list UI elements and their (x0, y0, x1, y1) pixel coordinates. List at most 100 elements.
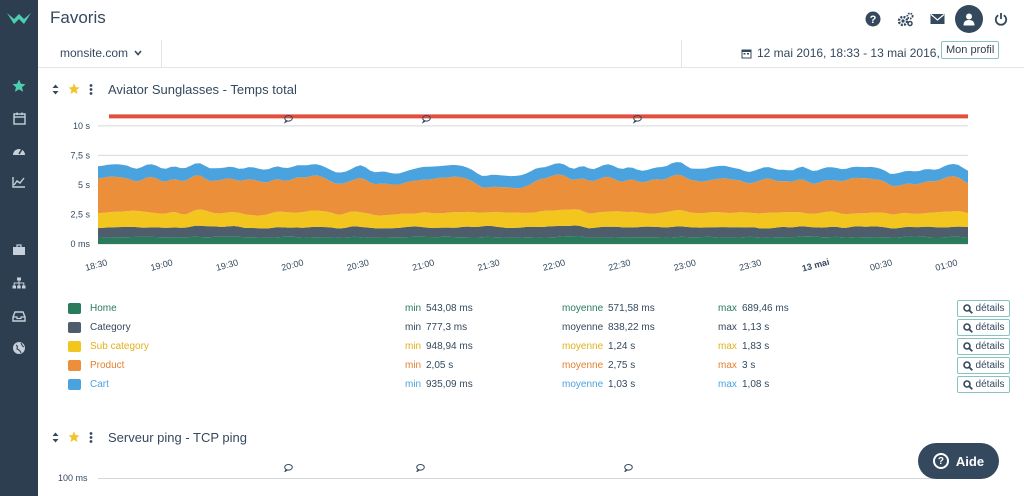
calendar-icon (12, 112, 26, 125)
globe-icon (13, 342, 25, 354)
sidebar-item-charts[interactable] (9, 173, 29, 191)
series-name[interactable]: Sub category (90, 341, 149, 352)
details-button[interactable]: détails (957, 319, 1010, 336)
site-select[interactable]: monsite.com (60, 46, 142, 60)
min-value: 777,3 ms (426, 322, 468, 333)
area-cart (98, 162, 968, 189)
x-tick-label: 00:30 (869, 257, 893, 272)
min-value: 935,09 ms (426, 379, 473, 390)
annotation-icon[interactable] (284, 464, 293, 472)
sidebar-item-globe[interactable] (9, 339, 29, 357)
details-button[interactable]: détails (957, 300, 1010, 317)
series-name[interactable]: Category (90, 322, 131, 333)
help-chat-button[interactable]: ? Aide (918, 443, 999, 479)
star-icon[interactable] (68, 83, 80, 95)
details-button[interactable]: détails (957, 357, 1010, 374)
calendar-icon (741, 49, 752, 58)
site-select-value: monsite.com (60, 46, 129, 60)
sidebar-item-sitemap[interactable] (9, 274, 29, 292)
menu-dots-icon[interactable] (89, 431, 93, 443)
mean-value: 1,24 s (608, 341, 636, 352)
x-tick-label: 23:30 (738, 257, 762, 272)
max-value: 1,08 s (742, 379, 770, 390)
min-value: 948,94 ms (426, 341, 473, 352)
date-range-picker[interactable]: 12 mai 2016, 18:33 - 13 mai 2016, 1:2 (741, 46, 984, 60)
details-label: détails (975, 322, 1005, 333)
sidebar-item-briefcase[interactable] (9, 241, 29, 259)
power-icon (994, 13, 1008, 26)
profile-tooltip: Mon profil (941, 41, 1000, 59)
x-tick-label: 20:00 (280, 257, 304, 272)
min-label: min (405, 379, 422, 390)
legend-swatch (68, 360, 81, 371)
user-icon (963, 13, 975, 25)
x-tick-label: 21:30 (476, 257, 500, 272)
chevron-down-icon (134, 50, 142, 56)
briefcase-icon (13, 244, 25, 255)
annotation-icon[interactable] (624, 464, 633, 472)
response-time-chart: 0 ms 2,5 s 5 s 7,5 s 10 s 18:30 19:00 19:30 20:0… (52, 104, 982, 290)
help-button[interactable]: ? (864, 10, 882, 28)
zoom-icon (962, 360, 973, 371)
details-label: détails (975, 341, 1005, 352)
logout-button[interactable] (992, 10, 1010, 28)
sidebar (0, 0, 38, 496)
top-bar: Favoris ? (38, 0, 1024, 40)
details-label: détails (975, 360, 1005, 371)
y-tick-label: 7,5 s (70, 150, 90, 160)
zoom-icon (962, 303, 973, 314)
mail-button[interactable] (928, 10, 946, 28)
star-icon (12, 79, 26, 92)
annotation-icon[interactable] (283, 115, 293, 124)
filter-bar: monsite.com 12 mai 2016, 18:33 - 13 mai … (38, 40, 1024, 68)
chart-icon (12, 177, 25, 188)
legend-row: Category min 777,3 ms moyenne 838,22 ms max 1,… (68, 319, 1010, 337)
help-icon: ? (865, 11, 881, 27)
sidebar-item-favorites[interactable] (9, 77, 29, 95)
legend-swatch (68, 303, 81, 314)
y-tick-label: 2,5 s (70, 209, 90, 219)
max-label: max (718, 379, 737, 390)
sort-icon[interactable] (52, 432, 59, 443)
sidebar-item-dashboard[interactable] (9, 141, 29, 159)
annotation-icon[interactable] (416, 464, 425, 472)
gridline (98, 478, 970, 479)
legend-swatch (68, 341, 81, 352)
menu-dots-icon[interactable] (89, 83, 93, 95)
widget-header (52, 80, 93, 98)
legend-row: Sub category min 948,94 ms moyenne 1,24 s max… (68, 338, 1010, 356)
details-button[interactable]: détails (957, 376, 1010, 393)
sort-icon[interactable] (52, 84, 59, 95)
stacked-area-chart: 0 ms 2,5 s 5 s 7,5 s 10 s 18:30 19:00 19:30 20:0… (70, 114, 968, 274)
max-label: max (718, 360, 737, 371)
zoom-icon (962, 322, 973, 333)
svg-text:?: ? (870, 14, 877, 26)
series-name[interactable]: Product (90, 360, 125, 371)
y-tick-label: 5 s (78, 180, 91, 190)
details-button[interactable]: détails (957, 338, 1010, 355)
series-name[interactable]: Home (90, 303, 117, 314)
mail-icon (930, 14, 944, 24)
x-tick-label: 20:30 (346, 257, 370, 272)
logo-icon (7, 13, 31, 24)
page-title: Favoris (50, 8, 106, 27)
y-tick-label: 10 s (73, 121, 91, 131)
profile-button[interactable] (955, 5, 983, 33)
sitemap-icon (12, 277, 26, 289)
max-label: max (718, 322, 737, 333)
star-icon[interactable] (68, 431, 80, 443)
sidebar-item-inbox[interactable] (9, 307, 29, 325)
sidebar-item-calendar[interactable] (9, 109, 29, 127)
min-label: min (405, 322, 422, 333)
annotation-icon[interactable] (421, 115, 431, 124)
series-name[interactable]: Cart (90, 379, 109, 390)
x-tick-label: 19:00 (149, 257, 173, 272)
max-label: max (718, 341, 737, 352)
x-tick-label: 21:00 (411, 257, 435, 272)
max-label: max (718, 303, 737, 314)
settings-button[interactable] (896, 10, 914, 28)
annotation-icon[interactable] (632, 115, 642, 124)
max-value: 1,83 s (742, 341, 770, 352)
mean-label: moyenne (562, 322, 604, 333)
mean-label: moyenne (562, 360, 604, 371)
